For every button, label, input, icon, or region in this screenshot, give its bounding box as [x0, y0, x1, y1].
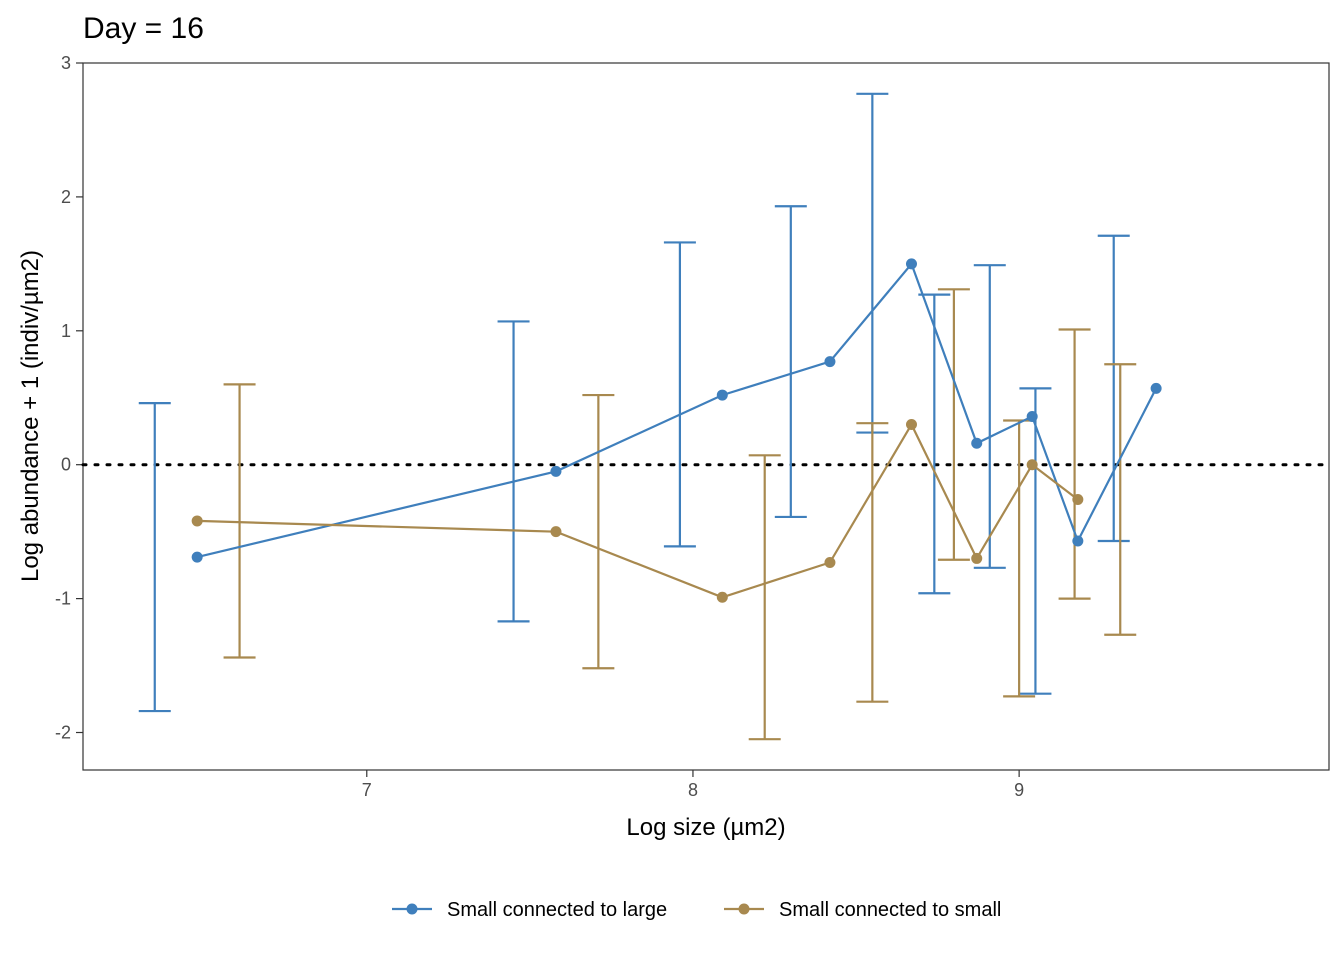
- x-tick-label: 9: [1014, 780, 1024, 800]
- data-point: [824, 356, 836, 368]
- y-tick-label: 3: [61, 53, 71, 73]
- data-point: [971, 437, 983, 449]
- panel-border: [82, 62, 1330, 771]
- y-tick-label: -1: [55, 589, 71, 609]
- errorbars-series-1: [223, 288, 1137, 741]
- data-point: [905, 258, 917, 270]
- data-point: [550, 465, 562, 477]
- legend-item: Small connected to small: [724, 899, 1001, 921]
- data-point: [1072, 535, 1084, 547]
- legend: Small connected to large Small connected …: [392, 899, 1001, 921]
- data-point: [905, 419, 917, 431]
- data-point: [716, 389, 728, 401]
- data-point: [191, 515, 203, 527]
- data-point: [1026, 411, 1038, 422]
- y-tick-label: 2: [61, 187, 71, 207]
- x-tick-label: 7: [362, 780, 372, 800]
- series-line-0: [196, 261, 1158, 559]
- legend-key-point: [406, 903, 418, 915]
- data-point: [971, 552, 983, 564]
- legend-key-point: [738, 903, 750, 915]
- data-point: [824, 556, 836, 568]
- x-axis-title: Log size (µm2): [626, 814, 785, 841]
- data-point: [550, 526, 562, 538]
- data-point: [1072, 494, 1084, 506]
- y-axis-title: Log abundance + 1 (indiv/µm2): [17, 250, 44, 582]
- legend-label: Small connected to large: [447, 899, 667, 921]
- data-point: [1026, 459, 1038, 471]
- data-point: [716, 591, 728, 603]
- x-tick-label: 8: [688, 780, 698, 800]
- y-tick-label: 1: [61, 321, 71, 341]
- errorbars-series-0: [138, 92, 1130, 713]
- legend-label: Small connected to small: [779, 899, 1001, 921]
- y-tick-label: -2: [55, 723, 71, 743]
- legend-item: Small connected to large: [392, 899, 667, 921]
- series-line-1: [197, 422, 1079, 599]
- data-point: [191, 551, 203, 563]
- chart-title: Day = 16: [83, 12, 204, 45]
- plot-area: 7 8 9 -2 -1 0 1 2 3: [55, 53, 1331, 800]
- y-tick-label: 0: [61, 455, 71, 475]
- data-point: [1150, 382, 1162, 394]
